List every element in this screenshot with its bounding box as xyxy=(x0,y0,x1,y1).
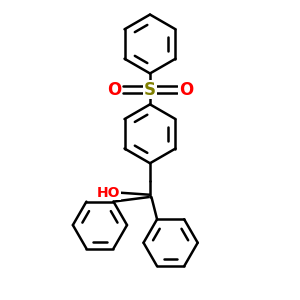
Text: HO: HO xyxy=(97,186,121,200)
Text: O: O xyxy=(179,81,193,99)
Text: O: O xyxy=(107,81,121,99)
Text: S: S xyxy=(144,81,156,99)
